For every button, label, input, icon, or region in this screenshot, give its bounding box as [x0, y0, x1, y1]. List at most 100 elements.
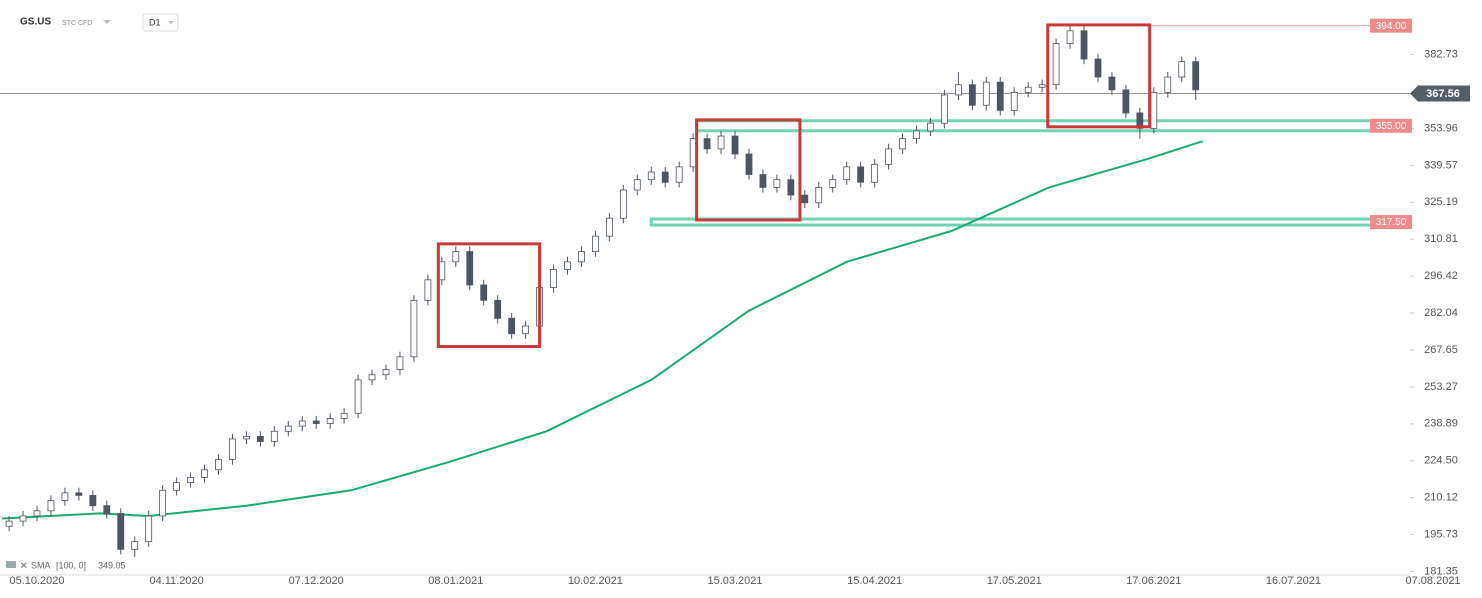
x-tick-label: 07.12.2020: [289, 575, 344, 587]
candle-body: [131, 541, 139, 550]
level-label-box: [1370, 18, 1412, 33]
y-tick-label: 310.81: [1424, 233, 1458, 245]
candle-body: [75, 492, 83, 496]
x-tick-label: 08.01.2021: [428, 575, 483, 587]
candle-body: [117, 512, 125, 550]
x-tick-label: 07.08.2021: [1406, 575, 1461, 587]
candle-body: [857, 166, 865, 183]
y-tick-label: 282.04: [1424, 307, 1458, 319]
candle-body: [410, 299, 418, 358]
candle-body: [996, 81, 1004, 111]
candle-body: [592, 235, 599, 252]
legend-close[interactable]: ✕: [20, 560, 28, 570]
candle-body: [89, 495, 97, 507]
indicator-name: SMA: [31, 560, 51, 570]
candle-body: [173, 482, 180, 491]
candle-body: [1052, 43, 1060, 86]
candle-body: [578, 251, 585, 263]
candle-body: [801, 194, 809, 204]
y-tick-label: 353.96: [1424, 122, 1458, 134]
level-label: 394.00: [1376, 21, 1407, 32]
symbol: GS.US: [20, 17, 51, 28]
candle-body: [941, 94, 948, 124]
candle-body: [1164, 76, 1172, 93]
candle-body: [731, 135, 739, 155]
candle-body: [326, 418, 334, 424]
candle-body: [982, 81, 990, 106]
candle-body: [145, 515, 153, 543]
dropdown-arrow[interactable]: [168, 21, 174, 24]
y-tick-label: 195.73: [1424, 529, 1458, 541]
candle-body: [5, 520, 13, 527]
current-price-label: 367.56: [1426, 88, 1460, 100]
legend-icon: [6, 561, 16, 568]
y-tick-label: 253.27: [1424, 381, 1458, 393]
interval[interactable]: D1: [149, 17, 161, 27]
y-tick-label: 296.42: [1424, 270, 1458, 282]
candle-body: [954, 84, 962, 96]
level-label: 317.50: [1376, 217, 1407, 228]
y-tick-label: 339.57: [1424, 159, 1458, 171]
candle-body: [1108, 76, 1116, 91]
candle-body: [396, 356, 404, 371]
dropdown-arrow[interactable]: [103, 20, 111, 24]
candle-body: [564, 261, 571, 270]
candle-body: [159, 489, 167, 517]
candle-body: [871, 163, 879, 183]
indicator-value: 349.05: [98, 560, 126, 570]
candle-body: [480, 284, 488, 301]
instrument-type: STC CFD: [62, 20, 92, 27]
candle-body: [759, 174, 767, 188]
candle-body: [968, 84, 976, 106]
candle-body: [773, 179, 781, 188]
candle-body: [284, 425, 292, 432]
y-tick-label: 181.35: [1424, 565, 1458, 577]
candle-body: [424, 279, 432, 301]
candle-body: [494, 299, 502, 319]
candle-body: [466, 251, 474, 286]
candle-body: [270, 430, 278, 442]
x-tick-label: 16.07.2021: [1266, 575, 1321, 587]
candle-body: [619, 189, 627, 219]
candle-body: [843, 166, 851, 181]
y-tick-label: 238.89: [1424, 418, 1458, 430]
candle-body: [1024, 86, 1032, 93]
candle-body: [298, 420, 306, 427]
candle-body: [913, 130, 920, 140]
candle-body: [354, 379, 362, 414]
x-tick-label: 17.05.2021: [987, 575, 1042, 587]
candle-body: [508, 317, 516, 335]
candle-body: [47, 500, 55, 512]
candle-body: [1066, 30, 1074, 45]
y-tick-label: 224.50: [1424, 455, 1458, 467]
candle-body: [382, 369, 390, 376]
candle-body: [201, 469, 208, 478]
candle-body: [522, 325, 530, 335]
candle-body: [1094, 58, 1102, 78]
interval-select[interactable]: [142, 13, 179, 32]
x-tick-label: 15.03.2021: [707, 575, 762, 587]
candle-body: [633, 179, 641, 191]
candle-body: [452, 251, 460, 263]
candle-body: [229, 438, 236, 460]
candle-body: [550, 269, 557, 288]
candle-body: [1122, 89, 1130, 114]
candle-body: [675, 166, 683, 183]
x-tick-label: 10.02.2021: [568, 575, 623, 587]
candle-body: [1192, 61, 1200, 91]
candle-body: [605, 217, 613, 237]
y-tick-label: 325.19: [1424, 196, 1458, 208]
candle-body: [885, 148, 892, 165]
candle-body: [899, 138, 906, 150]
y-tick-label: 267.65: [1424, 344, 1458, 356]
indicator-params: [100, 0]: [56, 560, 86, 570]
candle-body: [256, 435, 264, 442]
y-tick-label: 210.12: [1424, 492, 1458, 504]
candle-body: [103, 505, 111, 514]
x-tick-label: 15.04.2021: [847, 575, 902, 587]
candle-body: [815, 186, 823, 204]
x-tick-label: 04.11.2020: [149, 575, 203, 587]
level-label-box: [1370, 118, 1412, 133]
y-tick-label: 382.73: [1424, 49, 1458, 61]
